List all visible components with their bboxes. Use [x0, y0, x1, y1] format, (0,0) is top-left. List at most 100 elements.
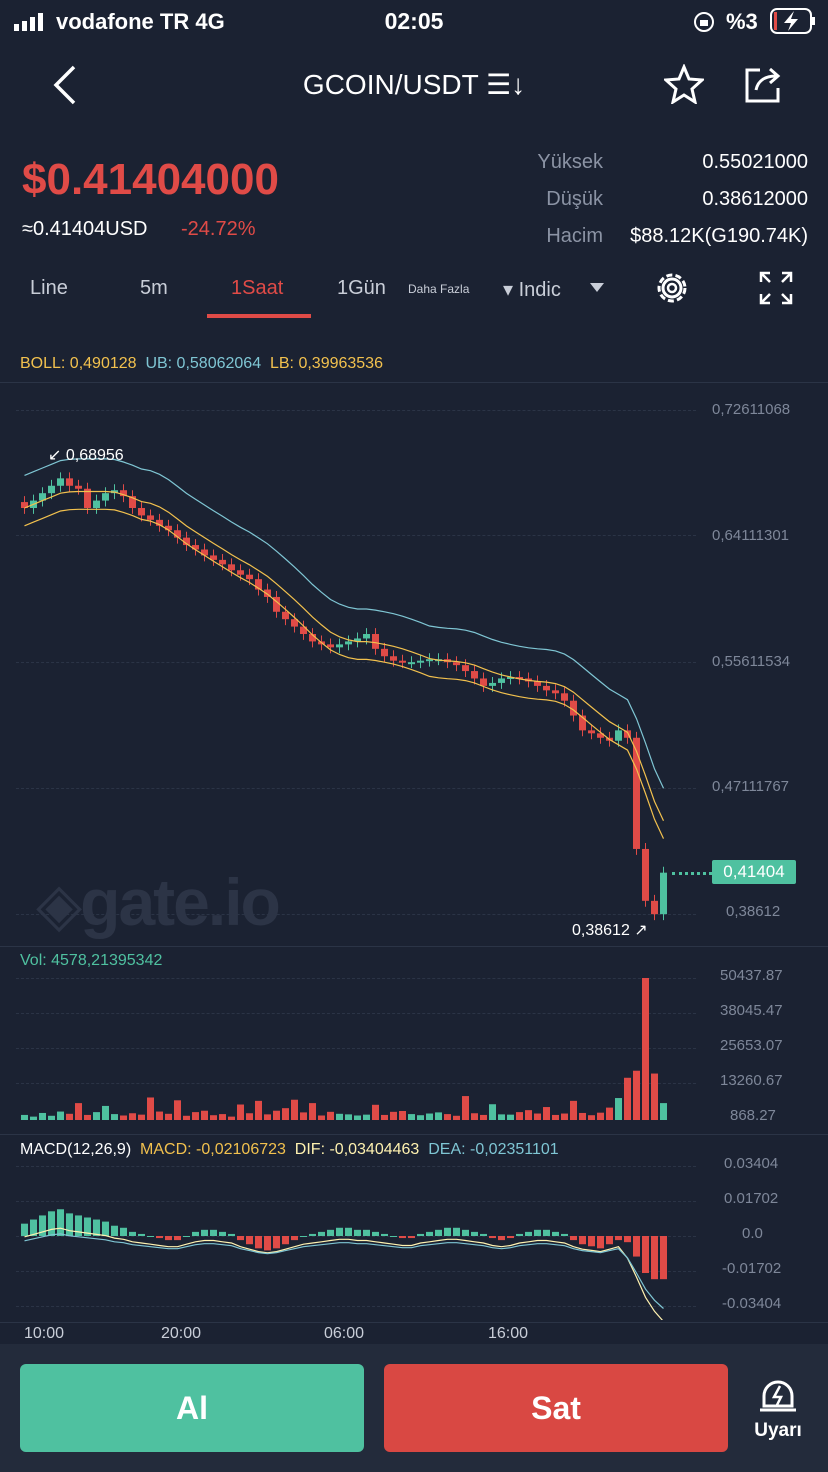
- tab-line[interactable]: Line: [30, 277, 68, 299]
- macd-bar: [273, 1236, 280, 1249]
- macd-bar: [282, 1236, 289, 1245]
- candle: [174, 530, 181, 538]
- macd-bar: [192, 1231, 199, 1236]
- macd-axis-label: 0.03404: [724, 1155, 779, 1172]
- macd-bar: [111, 1225, 118, 1236]
- macd-bar: [588, 1236, 595, 1247]
- gridline: [16, 1013, 696, 1014]
- bell-alert-icon: [760, 1380, 796, 1412]
- macd-bar: [39, 1215, 46, 1236]
- battery-percent: %3: [726, 9, 758, 34]
- macd-bar: [93, 1219, 100, 1236]
- macd-bar: [120, 1227, 127, 1236]
- boll-lb-value: LB: 0,39963536: [269, 355, 383, 372]
- macd-bar: [462, 1229, 469, 1236]
- candle: [255, 579, 262, 590]
- last-price: $0.41404000: [22, 155, 279, 204]
- candle: [156, 519, 163, 526]
- time-axis-label: 06:00: [324, 1325, 365, 1342]
- macd-axis-label: -0.01702: [722, 1260, 782, 1277]
- candle: [75, 485, 82, 489]
- macd-bar: [255, 1236, 262, 1249]
- macd-bar: [354, 1229, 361, 1236]
- chevron-down-icon[interactable]: [589, 282, 605, 294]
- tab-1h[interactable]: 1Saat: [231, 277, 284, 299]
- time-axis-divider: [0, 1322, 828, 1323]
- gear-icon[interactable]: [652, 268, 692, 308]
- candle: [471, 671, 478, 679]
- candle: [651, 900, 658, 915]
- tab-5m[interactable]: 5m: [140, 277, 168, 299]
- tab-1d[interactable]: 1Gün: [337, 277, 386, 299]
- volume-bar: [165, 1113, 172, 1120]
- volume-bar: [39, 1112, 46, 1120]
- volume-bar: [507, 1114, 514, 1120]
- macd-bar: [561, 1233, 568, 1236]
- volume-axis-label: 50437.87: [720, 967, 783, 984]
- star-icon[interactable]: [664, 64, 704, 104]
- share-icon[interactable]: [742, 64, 784, 106]
- candlestick-chart[interactable]: [0, 390, 700, 940]
- buy-button[interactable]: Al: [20, 1364, 364, 1452]
- high-label: Yüksek: [537, 151, 603, 173]
- candle: [363, 634, 370, 639]
- macd-bar: [642, 1236, 649, 1274]
- clock: 02:05: [384, 8, 444, 34]
- candle: [390, 656, 397, 661]
- watermark-text: gate.io: [80, 865, 281, 939]
- candle: [129, 496, 136, 509]
- alert-button[interactable]: Uyarı: [740, 1374, 816, 1446]
- macd-axis-label: 0.0: [742, 1225, 763, 1242]
- volume-bar: [435, 1112, 442, 1120]
- candle: [21, 502, 28, 509]
- volume-bar: [660, 1103, 667, 1120]
- candle: [660, 872, 667, 915]
- battery-icon: [770, 8, 815, 34]
- macd-bar: [489, 1236, 496, 1239]
- volume-bar: [381, 1114, 388, 1120]
- dif-line: [24, 1227, 663, 1320]
- volume-bar: [318, 1115, 325, 1120]
- gate-logo-icon: ◈: [36, 871, 82, 938]
- candle: [300, 626, 307, 635]
- pair-title[interactable]: GCOIN/USDT ☰↓: [302, 69, 526, 100]
- back-icon[interactable]: [52, 64, 80, 106]
- macd-bar: [66, 1213, 73, 1236]
- tab-more[interactable]: Daha Fazla: [408, 282, 470, 296]
- current-price-line: [672, 872, 712, 875]
- candle: [336, 644, 343, 648]
- volume-bar: [264, 1114, 271, 1120]
- volume-bar: [543, 1107, 550, 1120]
- dea-value: DEA: -0,02351101: [428, 1141, 559, 1158]
- macd-bar: [336, 1227, 343, 1236]
- gridline: [16, 1271, 696, 1272]
- fullscreen-icon[interactable]: [758, 270, 794, 306]
- candle: [462, 665, 469, 672]
- macd-bar: [516, 1233, 523, 1236]
- dea-line: [24, 1233, 664, 1309]
- macd-bar: [624, 1236, 631, 1243]
- price-axis-label: 0,47111767: [712, 778, 790, 795]
- macd-bar: [597, 1236, 604, 1249]
- volume-bar: [633, 1070, 640, 1120]
- volume-divider: [0, 946, 828, 947]
- macd-bar: [21, 1223, 28, 1236]
- volume-bar: [480, 1114, 487, 1120]
- candle: [192, 545, 199, 550]
- candle: [48, 485, 55, 494]
- time-axis-label: 20:00: [161, 1325, 202, 1342]
- candle: [282, 611, 289, 620]
- volume-bar: [417, 1115, 424, 1120]
- macd-bar: [660, 1236, 667, 1280]
- macd-bar: [210, 1229, 217, 1236]
- gridline: [16, 1306, 696, 1307]
- signal-icon: [14, 13, 43, 31]
- macd-bar: [345, 1227, 352, 1236]
- tab-indicators[interactable]: ▾ Indic: [503, 279, 561, 301]
- volume-bar: [642, 978, 649, 1120]
- candle: [597, 733, 604, 738]
- candle: [273, 596, 280, 612]
- chart-top-divider: [0, 382, 828, 383]
- macd-bar: [300, 1236, 307, 1237]
- sell-button[interactable]: Sat: [384, 1364, 728, 1452]
